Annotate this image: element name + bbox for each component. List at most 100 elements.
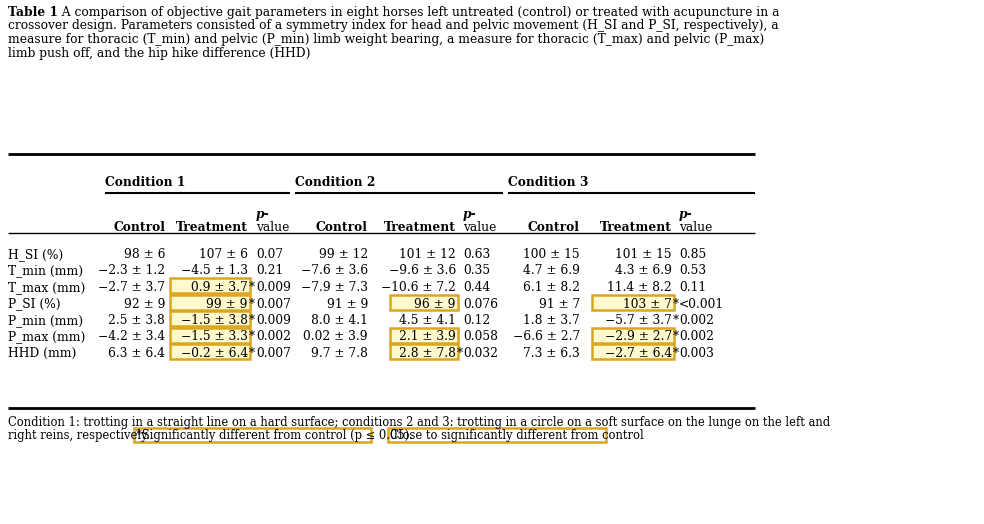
Text: 0.032: 0.032 xyxy=(463,347,498,360)
Text: 101 ± 15: 101 ± 15 xyxy=(615,248,672,261)
Text: A comparison of objective gait parameters in eight horses left untreated (contro: A comparison of objective gait parameter… xyxy=(54,6,779,19)
Text: *: * xyxy=(457,347,463,360)
Text: 92 ± 9: 92 ± 9 xyxy=(124,298,165,311)
Text: 0.007: 0.007 xyxy=(256,298,291,311)
Text: *: * xyxy=(249,331,255,344)
FancyBboxPatch shape xyxy=(170,294,250,310)
Text: −4.2 ± 3.4: −4.2 ± 3.4 xyxy=(97,331,165,344)
Text: −7.9 ± 7.3: −7.9 ± 7.3 xyxy=(301,281,368,294)
Text: 0.009: 0.009 xyxy=(256,314,291,327)
Text: 99 ± 9: 99 ± 9 xyxy=(207,298,248,311)
FancyBboxPatch shape xyxy=(388,428,606,442)
Text: Control: Control xyxy=(528,221,580,234)
Text: −2.7 ± 3.7: −2.7 ± 3.7 xyxy=(98,281,165,294)
Text: H_SI (%): H_SI (%) xyxy=(8,248,63,261)
Text: 0.63: 0.63 xyxy=(463,248,490,261)
Text: *: * xyxy=(249,298,255,311)
FancyBboxPatch shape xyxy=(390,344,458,359)
Text: 0.12: 0.12 xyxy=(463,314,490,327)
Text: 6.3 ± 6.4: 6.3 ± 6.4 xyxy=(108,347,165,360)
Text: 0.11: 0.11 xyxy=(679,281,707,294)
Text: HHD (mm): HHD (mm) xyxy=(8,347,77,360)
Text: *: * xyxy=(673,347,679,360)
Text: −6.6 ± 2.7: −6.6 ± 2.7 xyxy=(513,331,580,344)
Text: *: * xyxy=(673,314,679,327)
Text: −10.6 ± 7.2: −10.6 ± 7.2 xyxy=(381,281,456,294)
Text: 0.35: 0.35 xyxy=(463,265,490,278)
Text: 91 ± 9: 91 ± 9 xyxy=(327,298,368,311)
Text: Control: Control xyxy=(316,221,368,234)
Text: 99 ± 12: 99 ± 12 xyxy=(319,248,368,261)
Text: <0.001: <0.001 xyxy=(679,298,724,311)
Text: *: * xyxy=(249,281,255,294)
Text: −1.5 ± 3.3: −1.5 ± 3.3 xyxy=(181,331,248,344)
FancyBboxPatch shape xyxy=(170,344,250,359)
Text: −2.9 ± 2.7: −2.9 ± 2.7 xyxy=(605,331,672,344)
Text: p-: p- xyxy=(463,208,477,221)
Text: limb push off, and the hip hike difference (HHD): limb push off, and the hip hike differen… xyxy=(8,47,311,60)
Text: 0.85: 0.85 xyxy=(679,248,707,261)
Text: 4.7 ± 6.9: 4.7 ± 6.9 xyxy=(523,265,580,278)
Text: 96 ± 9: 96 ± 9 xyxy=(414,298,456,311)
Text: p-: p- xyxy=(256,208,270,221)
Text: 2.1 ± 3.9: 2.1 ± 3.9 xyxy=(400,331,456,344)
Text: T_max (mm): T_max (mm) xyxy=(8,281,86,294)
Text: −2.3 ± 1.2: −2.3 ± 1.2 xyxy=(97,265,165,278)
Text: 100 ± 15: 100 ± 15 xyxy=(523,248,580,261)
FancyBboxPatch shape xyxy=(170,311,250,326)
Text: 0.002: 0.002 xyxy=(679,331,714,344)
Text: 11.4 ± 8.2: 11.4 ± 8.2 xyxy=(607,281,672,294)
Text: 0.009: 0.009 xyxy=(256,281,291,294)
Text: Condition 3: Condition 3 xyxy=(508,176,588,189)
Text: −0.2 ± 6.4: −0.2 ± 6.4 xyxy=(181,347,248,360)
Text: 0.002: 0.002 xyxy=(256,331,291,344)
Text: T_min (mm): T_min (mm) xyxy=(8,265,83,278)
Text: 2.5 ± 3.8: 2.5 ± 3.8 xyxy=(108,314,165,327)
Text: *Significantly different from control (p ≤ 0.05).: *Significantly different from control (p… xyxy=(136,430,413,442)
Text: Condition 2: Condition 2 xyxy=(295,176,375,189)
Text: 0.07: 0.07 xyxy=(256,248,283,261)
Text: 4.5 ± 4.1: 4.5 ± 4.1 xyxy=(400,314,456,327)
Text: −7.6 ± 3.6: −7.6 ± 3.6 xyxy=(301,265,368,278)
Text: 0.002: 0.002 xyxy=(679,314,714,327)
Text: −4.5 ± 1.3: −4.5 ± 1.3 xyxy=(181,265,248,278)
Text: P_min (mm): P_min (mm) xyxy=(8,314,83,327)
Text: Treatment: Treatment xyxy=(384,221,456,234)
Text: P_SI (%): P_SI (%) xyxy=(8,298,61,311)
Text: 6.1 ± 8.2: 6.1 ± 8.2 xyxy=(523,281,580,294)
Text: 1.8 ± 3.7: 1.8 ± 3.7 xyxy=(523,314,580,327)
Text: 101 ± 12: 101 ± 12 xyxy=(400,248,456,261)
Text: value: value xyxy=(256,221,289,234)
Text: 0.007: 0.007 xyxy=(256,347,291,360)
Text: *: * xyxy=(249,347,255,360)
Text: −5.7 ± 3.7: −5.7 ± 3.7 xyxy=(605,314,672,327)
FancyBboxPatch shape xyxy=(134,428,371,442)
Text: 91 ± 7: 91 ± 7 xyxy=(539,298,580,311)
Text: 9.7 ± 7.8: 9.7 ± 7.8 xyxy=(311,347,368,360)
Text: −2.7 ± 6.4: −2.7 ± 6.4 xyxy=(605,347,672,360)
FancyBboxPatch shape xyxy=(592,294,674,310)
FancyBboxPatch shape xyxy=(592,344,674,359)
Text: 0.003: 0.003 xyxy=(679,347,713,360)
Text: Condition 1: trotting in a straight line on a hard surface; conditions 2 and 3: : Condition 1: trotting in a straight line… xyxy=(8,416,830,429)
Text: Treatment: Treatment xyxy=(600,221,672,234)
Text: −1.5 ± 3.8: −1.5 ± 3.8 xyxy=(181,314,248,327)
Text: 0.21: 0.21 xyxy=(256,265,283,278)
Text: 2.8 ± 7.8: 2.8 ± 7.8 xyxy=(399,347,456,360)
Text: 0.9 ± 3.7: 0.9 ± 3.7 xyxy=(191,281,248,294)
Text: crossover design. Parameters consisted of a symmetry index for head and pelvic m: crossover design. Parameters consisted o… xyxy=(8,19,778,32)
Text: *: * xyxy=(673,331,679,344)
Text: 0.058: 0.058 xyxy=(463,331,498,344)
FancyBboxPatch shape xyxy=(170,328,250,343)
FancyBboxPatch shape xyxy=(170,278,250,293)
Text: right reins, respectively.: right reins, respectively. xyxy=(8,430,154,442)
Text: 0.53: 0.53 xyxy=(679,265,707,278)
Text: Treatment: Treatment xyxy=(176,221,248,234)
Text: *: * xyxy=(673,298,679,311)
Text: Table 1: Table 1 xyxy=(8,6,58,19)
Text: value: value xyxy=(463,221,496,234)
Text: 7.3 ± 6.3: 7.3 ± 6.3 xyxy=(523,347,580,360)
Text: 4.3 ± 6.9: 4.3 ± 6.9 xyxy=(615,265,672,278)
Text: *: * xyxy=(249,314,255,327)
Text: 8.0 ± 4.1: 8.0 ± 4.1 xyxy=(311,314,368,327)
